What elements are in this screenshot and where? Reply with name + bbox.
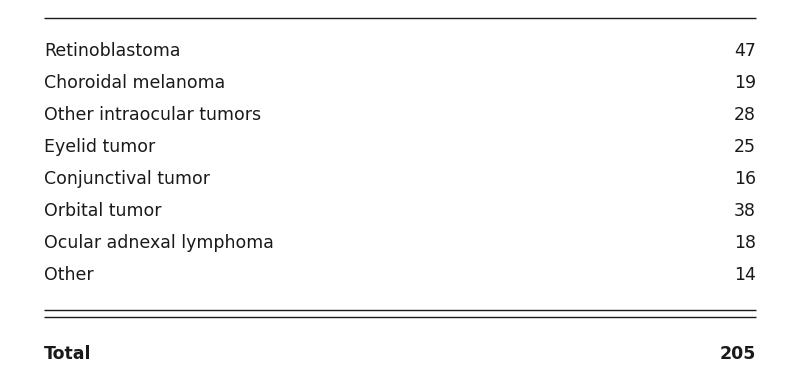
Text: Other intraocular tumors: Other intraocular tumors: [44, 106, 261, 124]
Text: Eyelid tumor: Eyelid tumor: [44, 138, 155, 156]
Text: Ocular adnexal lymphoma: Ocular adnexal lymphoma: [44, 234, 274, 252]
Text: 25: 25: [734, 138, 756, 156]
Text: Other: Other: [44, 266, 94, 284]
Text: Orbital tumor: Orbital tumor: [44, 202, 162, 220]
Text: 14: 14: [734, 266, 756, 284]
Text: 18: 18: [734, 234, 756, 252]
Text: 38: 38: [734, 202, 756, 220]
Text: 205: 205: [720, 345, 756, 363]
Text: 28: 28: [734, 106, 756, 124]
Text: 16: 16: [734, 170, 756, 188]
Text: Total: Total: [44, 345, 91, 363]
Text: 19: 19: [734, 74, 756, 92]
Text: Retinoblastoma: Retinoblastoma: [44, 42, 181, 60]
Text: 47: 47: [734, 42, 756, 60]
Text: Conjunctival tumor: Conjunctival tumor: [44, 170, 210, 188]
Text: Choroidal melanoma: Choroidal melanoma: [44, 74, 226, 92]
